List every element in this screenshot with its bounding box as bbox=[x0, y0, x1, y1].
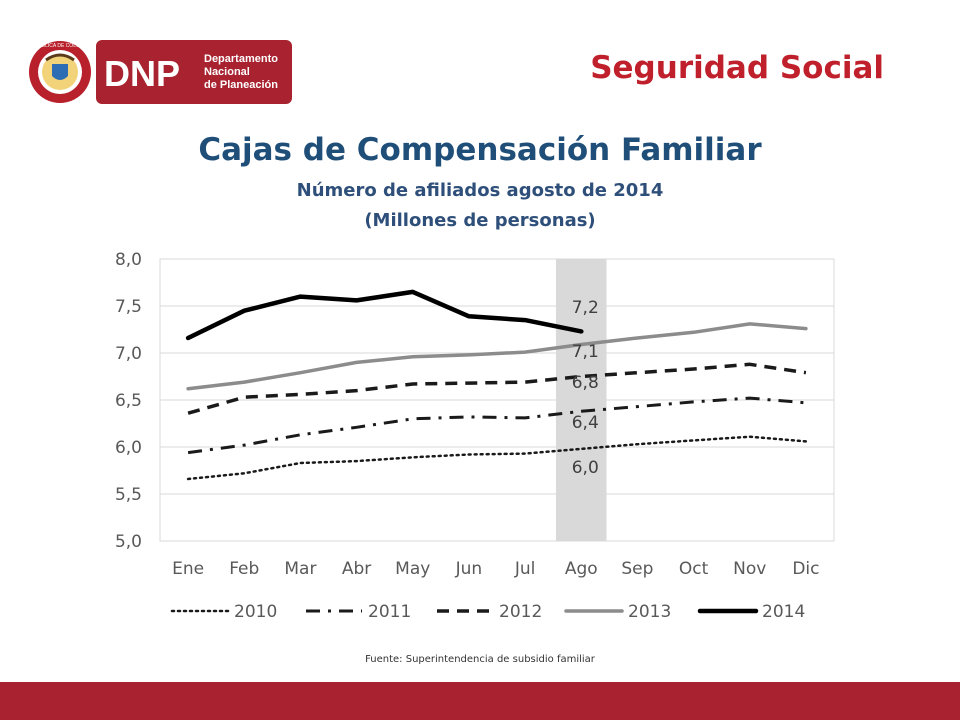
series-line-2014 bbox=[185, 289, 584, 341]
y-tick-label: 6,0 bbox=[115, 438, 142, 458]
logo-name-line-2: Nacional bbox=[204, 66, 250, 78]
series-line-2010 bbox=[186, 435, 808, 481]
plot-frame bbox=[159, 258, 835, 542]
chart-subtitle-2: (Millones de personas) bbox=[364, 210, 596, 231]
source-note: Fuente: Superintendencia de subsidio fam… bbox=[365, 654, 595, 665]
seal-text: REPÚBLICA DE COLOMBIA bbox=[28, 42, 93, 49]
x-tick-label: Ago bbox=[565, 559, 598, 579]
logo-name-line-1: Departamento bbox=[204, 53, 278, 65]
y-tick-label: 7,0 bbox=[115, 344, 142, 364]
chart-title: Cajas de Compensación Familiar bbox=[198, 132, 762, 168]
chart-subtitle-1: Número de afiliados agosto de 2014 bbox=[296, 180, 664, 201]
y-tick-label: 6,5 bbox=[115, 391, 142, 411]
data-label: 7,1 bbox=[572, 342, 599, 362]
y-tick-label: 5,5 bbox=[115, 485, 142, 505]
y-tick-label: 7,5 bbox=[115, 297, 142, 317]
y-tick-label: 8,0 bbox=[115, 250, 142, 270]
x-tick-label: Jul bbox=[514, 559, 536, 579]
data-label: 7,2 bbox=[572, 298, 599, 318]
legend-label: 2012 bbox=[499, 602, 542, 622]
section-title: Seguridad Social bbox=[590, 50, 884, 86]
logo-acronym: DNP bbox=[104, 53, 180, 94]
y-tick-label: 5,0 bbox=[115, 532, 142, 552]
data-label: 6,4 bbox=[572, 413, 599, 433]
line-chart: 5,0 5,5 6,0 6,5 7,0 7,5 8,0 Ene Feb Mar Abr May Jun J… bbox=[115, 250, 835, 622]
footer-bar bbox=[0, 682, 960, 720]
legend-label: 2010 bbox=[234, 602, 277, 622]
x-tick-label: Jun bbox=[455, 559, 483, 579]
x-tick-label: Dic bbox=[792, 559, 819, 579]
legend-label: 2014 bbox=[762, 602, 805, 622]
series-line-2012 bbox=[187, 362, 807, 415]
x-tick-label: Nov bbox=[733, 559, 766, 579]
shield-icon bbox=[52, 64, 68, 80]
legend-label: 2013 bbox=[628, 602, 671, 622]
logo-name-line-3: de Planeación bbox=[204, 79, 278, 91]
x-tick-label: Sep bbox=[621, 559, 653, 579]
series-line-2011 bbox=[187, 396, 807, 455]
series-line-2013 bbox=[186, 322, 808, 391]
dnp-logo: REPÚBLICA DE COLOMBIA DNP Departamento N… bbox=[26, 38, 292, 106]
dnp-brand-box bbox=[96, 40, 292, 104]
x-tick-label: Ene bbox=[172, 559, 204, 579]
x-tick-label: May bbox=[395, 559, 430, 579]
data-label: 6,8 bbox=[572, 373, 599, 393]
x-tick-label: Mar bbox=[284, 559, 316, 579]
x-tick-label: Abr bbox=[342, 559, 371, 579]
legend-label: 2011 bbox=[368, 602, 411, 622]
x-tick-label: Oct bbox=[679, 559, 709, 579]
x-tick-label: Feb bbox=[229, 559, 259, 579]
data-label: 6,0 bbox=[572, 458, 599, 478]
